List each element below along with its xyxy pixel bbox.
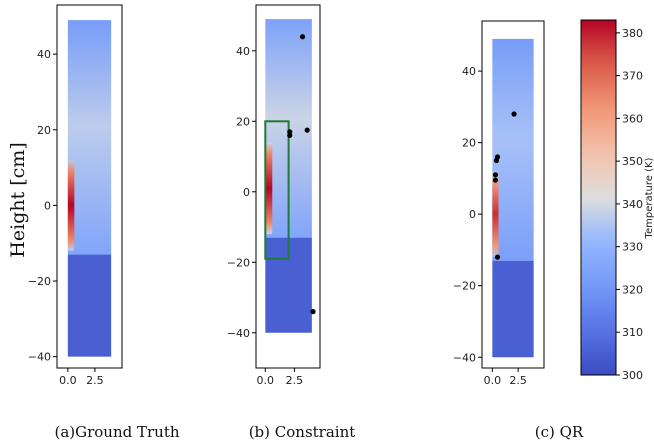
sensor-point [511,111,517,117]
y-tick-label: 40 [37,48,51,61]
y-tick-label: 0 [44,199,51,212]
sensor-point [493,157,500,164]
y-tick-label: 40 [462,65,476,78]
x-tick-label: 0.0 [257,374,275,387]
y-tick-label: −20 [453,280,476,293]
x-tick-label: 0.0 [484,374,502,387]
colorbar-tick-label: 340 [622,198,643,211]
panel-0: −40 −20 0 20 40 0.0 2.5 (a)Ground Truth [28,4,180,441]
panel-2: −40 −20 0 20 40 0.0 2.5 (c) QR [453,20,584,441]
y-axis-label: Height [cm] [7,142,29,257]
x-tick-label: 2.5 [509,374,527,387]
y-tick-label: −20 [28,275,51,288]
colorbar-label: Temperature (K) [644,157,654,239]
lower-region [492,260,534,358]
y-tick-label: −40 [227,327,250,340]
y-tick-label: 0 [469,208,476,221]
y-tick-label: −20 [227,256,250,269]
panel-caption: (a)Ground Truth [54,423,179,441]
colorbar-tick-label: 330 [622,241,643,254]
hot-strip [67,160,75,251]
colorbar-tick-label: 370 [622,70,643,83]
colorbar-tick-label: 320 [622,283,643,296]
sensor-point [287,132,293,138]
panels: −40 −20 0 20 40 0.0 2.5 (a)Ground Truth −40 −20 0 2… [28,4,584,441]
y-tick-label: −40 [28,351,51,364]
axes-frame [481,20,545,369]
hot-strip [265,142,273,235]
upper-region [492,38,534,261]
colorbar-tick-label: 300 [622,369,643,382]
y-tick-label: 20 [236,115,250,128]
panel-caption: (c) QR [535,423,584,441]
y-tick-label: 20 [462,137,476,150]
sensor-point [492,177,499,183]
colorbar-gradient [580,19,617,376]
y-tick-label: 0 [243,186,250,199]
constraint-box [264,120,290,260]
sensor-point [304,127,310,133]
axes-frame [255,4,321,369]
colorbar-tick-label: 310 [622,326,643,339]
axes-frame [56,4,123,369]
colorbar-tick-label: 360 [622,112,643,125]
sensor-point [299,34,306,40]
y-tick-label: 20 [37,124,51,137]
colorbar-tick-label: 380 [622,27,643,40]
sensor-point [492,172,499,178]
panel-caption: (b) Constraint [249,423,356,441]
colorbar-tick-label: 350 [622,155,643,168]
y-tick-label: −40 [453,351,476,364]
y-tick-label: 40 [236,45,250,58]
sensor-point [494,254,501,260]
x-tick-label: 2.5 [286,374,304,387]
x-tick-label: 0.0 [59,374,77,387]
upper-region [67,20,112,255]
hot-strip [492,171,499,258]
colorbar: 300 310 320 330 340 350 360 370 380 Temperature (… [580,19,654,382]
sensor-point [310,309,316,315]
x-tick-label: 2.5 [86,374,104,387]
panel-1: −40 −20 0 20 40 0.0 2.5 (b) Constraint [227,4,356,441]
lower-region [67,254,112,357]
